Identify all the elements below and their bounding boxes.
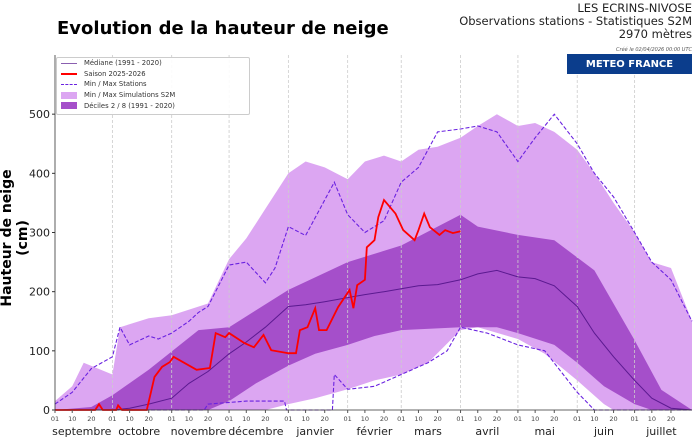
month-label-mars: mars — [414, 425, 442, 438]
x-tick-label: 01 — [514, 415, 522, 423]
month-label-juillet: juillet — [645, 425, 677, 438]
x-tick-label: 20 — [493, 415, 501, 423]
legend-label: Médiane (1991 - 2020) — [84, 59, 162, 68]
x-tick-label: 01 — [344, 415, 352, 423]
series-season — [55, 198, 461, 411]
month-label-juin: juin — [593, 425, 614, 438]
y-tick-label: 0 — [43, 404, 50, 417]
series-stations-min — [55, 326, 692, 411]
legend-label: Min / Max Stations — [84, 80, 147, 89]
x-tick-label: 10 — [68, 415, 76, 423]
x-tick-label: 20 — [87, 415, 95, 423]
month-label-octobre: octobre — [118, 425, 160, 438]
chart-title: Evolution de la hauteur de neige — [57, 18, 389, 39]
x-tick-label: 01 — [108, 415, 116, 423]
x-tick-label: 20 — [204, 415, 212, 423]
x-tick-label: 10 — [590, 415, 598, 423]
chart-subtitle: Observations stations - Statistiques S2M — [459, 14, 692, 28]
y-tick-label: 400 — [29, 167, 50, 180]
station-name: LES ECRINS-NIVOSE — [577, 1, 692, 15]
month-label-mai: mai — [534, 425, 555, 438]
y-tick-label: 100 — [29, 345, 50, 358]
legend-item-stations: Min / Max Stations — [57, 79, 249, 90]
x-tick-label: 01 — [397, 415, 405, 423]
y-axis-label: Hauteur de neige (cm) — [0, 169, 31, 307]
x-tick-label: 01 — [456, 415, 464, 423]
x-tick-label: 20 — [667, 415, 675, 423]
month-label-février: février — [356, 425, 392, 438]
x-tick-label: 01 — [284, 415, 292, 423]
legend-swatch-stations — [61, 83, 77, 85]
legend-label: Saison 2025-2026 — [84, 69, 146, 78]
legend-item-season: Saison 2025-2026 — [57, 69, 249, 80]
legend-item-s2m: Min / Max Simulations S2M — [57, 90, 249, 101]
month-label-avril: avril — [475, 425, 499, 438]
legend-item-deciles: Déciles 2 / 8 (1991 - 2020) — [57, 100, 249, 111]
y-tick-label: 300 — [29, 227, 50, 240]
series-stations-max — [54, 113, 693, 405]
x-tick-label: 20 — [550, 415, 558, 423]
legend-swatch-median — [61, 62, 77, 64]
legend-swatch-season — [61, 72, 77, 75]
altitude: 2970 mètres — [618, 27, 692, 41]
month-label-janvier: janvier — [295, 425, 334, 438]
x-tick-label: 20 — [609, 415, 617, 423]
legend-label: Déciles 2 / 8 (1991 - 2020) — [84, 101, 175, 110]
x-tick-label: 01 — [573, 415, 581, 423]
series-median — [55, 269, 693, 411]
x-tick-label: 10 — [531, 415, 539, 423]
legend: Médiane (1991 - 2020) Saison 2025-2026 M… — [56, 57, 250, 115]
x-tick-label: 10 — [185, 415, 193, 423]
month-label-novembre: novembre — [171, 425, 227, 438]
month-label-septembre: septembre — [52, 425, 112, 438]
month-label-décembre: décembre — [228, 425, 284, 438]
x-tick-label: 01 — [630, 415, 638, 423]
x-tick-label: 20 — [321, 415, 329, 423]
x-tick-label: 10 — [648, 415, 656, 423]
created-date: Créé le 02/04/2026 00:00 UTC — [616, 47, 692, 53]
x-tick-label: 10 — [242, 415, 250, 423]
legend-item-median: Médiane (1991 - 2020) — [57, 58, 249, 69]
legend-swatch-deciles — [61, 102, 77, 110]
x-tick-label: 20 — [261, 415, 269, 423]
x-tick-label: 20 — [145, 415, 153, 423]
x-tick-label: 10 — [125, 415, 133, 423]
x-tick-label: 10 — [474, 415, 482, 423]
x-tick-label: 10 — [414, 415, 422, 423]
x-tick-label: 20 — [380, 415, 388, 423]
header-info: LES ECRINS-NIVOSE Observations stations … — [459, 2, 692, 41]
x-tick-label: 01 — [168, 415, 176, 423]
x-tick-label: 01 — [225, 415, 233, 423]
x-tick-label: 01 — [51, 415, 59, 423]
x-tick-label: 10 — [301, 415, 309, 423]
meteo-france-logo: METEO FRANCE — [567, 54, 692, 74]
x-tick-label: 20 — [433, 415, 441, 423]
band-deciles — [55, 214, 692, 410]
legend-label: Min / Max Simulations S2M — [84, 91, 176, 100]
y-tick-label: 200 — [29, 286, 50, 299]
x-tick-label: 10 — [361, 415, 369, 423]
y-tick-label: 500 — [29, 108, 50, 121]
legend-swatch-s2m — [61, 91, 77, 99]
